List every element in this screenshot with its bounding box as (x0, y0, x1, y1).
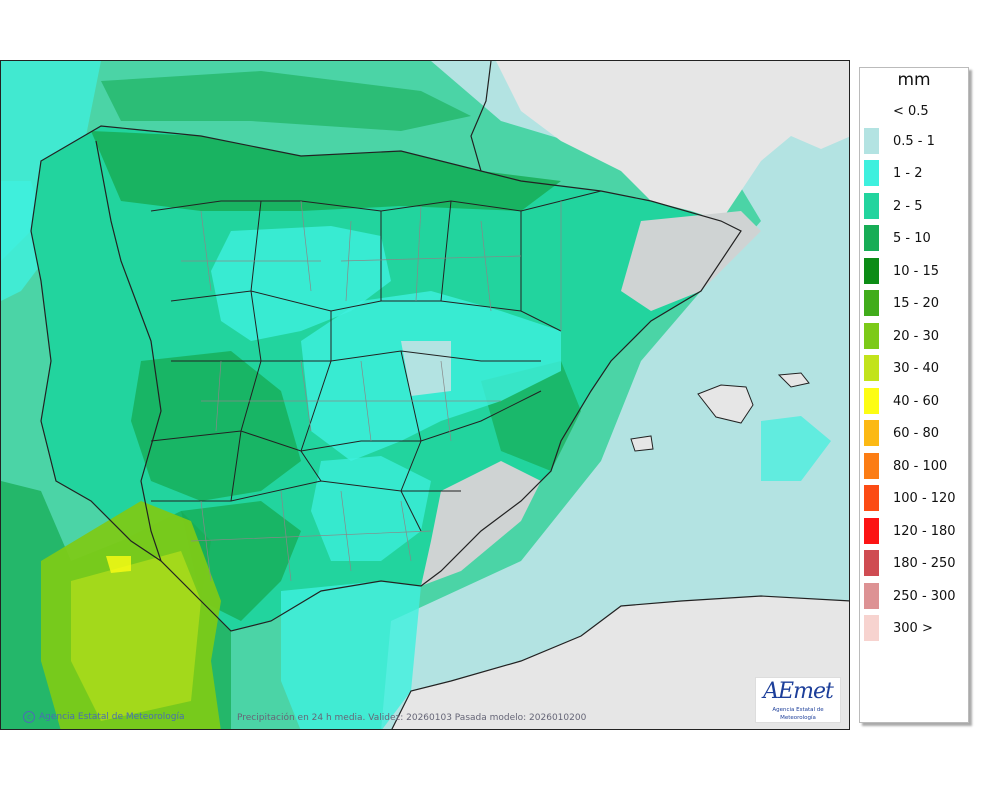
logo-wordmark: AEmet (763, 679, 834, 704)
legend-swatch (864, 160, 879, 186)
legend-item: 120 - 180 (864, 518, 968, 544)
dry-area-southeast (421, 461, 541, 586)
precip-band-west (131, 351, 301, 501)
mallorca (697, 384, 754, 424)
legend-swatch (864, 355, 879, 381)
province-border (181, 200, 562, 582)
menorca (777, 372, 810, 388)
precip-band-cantabric (101, 71, 471, 131)
legend-item: 30 - 40 (864, 355, 968, 381)
legend-item: 250 - 300 (864, 583, 968, 609)
france-land (496, 61, 849, 221)
legend-label: 40 - 60 (893, 393, 940, 409)
alboran-patch (281, 581, 421, 729)
logo-subtitle: Agencia Estatal de Meteorología (772, 707, 824, 721)
aemet-logo: AEmet Agencia Estatal de Meteorología (755, 677, 841, 723)
legend-swatch (864, 290, 879, 316)
legend-label: 60 - 80 (893, 425, 940, 441)
precip-band-north (91, 131, 561, 211)
copyright-text: Agencia Estatal de Meteorología (39, 712, 185, 722)
region-border (300, 311, 422, 532)
legend-label: 120 - 180 (893, 523, 956, 539)
legend-label: 5 - 10 (893, 230, 931, 246)
copyright-notice: c Agencia Estatal de Meteorología (23, 711, 185, 723)
france-border (470, 61, 492, 172)
precipitation-map: c Agencia Estatal de Meteorología Precip… (0, 60, 850, 730)
very-low-precip (401, 341, 451, 396)
africa-coast (391, 595, 849, 729)
legend-item: 180 - 250 (864, 550, 968, 576)
legend-label: 20 - 30 (893, 328, 940, 344)
legend-swatch (864, 388, 879, 414)
precip-area-max (71, 551, 201, 721)
legend-label: 1 - 2 (893, 165, 923, 181)
legend-item: 10 - 15 (864, 258, 968, 284)
legend-label: 15 - 20 (893, 295, 940, 311)
legend-swatch (864, 98, 879, 124)
low-precip-area (381, 61, 849, 729)
legend-swatch (864, 420, 879, 446)
legend-label: 2 - 5 (893, 198, 923, 214)
legend-swatch (864, 583, 879, 609)
dry-area-catalonia (621, 211, 761, 311)
coastline (30, 125, 742, 632)
legend-item: 60 - 80 (864, 420, 968, 446)
region-border (230, 200, 522, 502)
legend-swatch (864, 225, 879, 251)
legend-swatch (864, 485, 879, 511)
legend-item: 40 - 60 (864, 388, 968, 414)
legend-swatch (864, 193, 879, 219)
legend-label: 80 - 100 (893, 458, 948, 474)
legend-unit: mm (897, 70, 931, 90)
legend-swatch (864, 518, 879, 544)
legend-label: 250 - 300 (893, 588, 956, 604)
legend-label: 180 - 250 (893, 555, 956, 571)
legend-label: 10 - 15 (893, 263, 940, 279)
legend-label: 100 - 120 (893, 490, 956, 506)
sea-patch (761, 416, 831, 481)
legend-item: 0.5 - 1 (864, 128, 968, 154)
legend-swatch (864, 453, 879, 479)
precip-patch-high (106, 556, 131, 573)
legend-label: 0.5 - 1 (893, 133, 935, 149)
legend-swatch (864, 128, 879, 154)
africa-land (392, 596, 849, 729)
legend-item: 300 > (864, 615, 968, 641)
region-border (171, 350, 541, 362)
map-canvas (1, 61, 849, 729)
legend-panel: mm < 0.5 0.5 - 1 1 - 2 2 - 5 5 - 10 10 -… (859, 67, 969, 723)
legend-item: 5 - 10 (864, 225, 968, 251)
copyright-icon: c (23, 711, 35, 723)
legend-item: 2 - 5 (864, 193, 968, 219)
legend-swatch (864, 615, 879, 641)
legend-label: 300 > (893, 620, 933, 636)
legend-item: 15 - 20 (864, 290, 968, 316)
legend-item: 20 - 30 (864, 323, 968, 349)
legend-item: < 0.5 (864, 98, 968, 124)
legend-item: 1 - 2 (864, 160, 968, 186)
legend-item: 100 - 120 (864, 485, 968, 511)
legend-label: < 0.5 (893, 103, 929, 119)
legend-label: 30 - 40 (893, 360, 940, 376)
portugal-border (95, 140, 162, 562)
legend-swatch (864, 323, 879, 349)
legend-swatch (864, 258, 879, 284)
legend-item: 80 - 100 (864, 453, 968, 479)
map-caption: Precipitación en 24 h media. Validez: 20… (237, 713, 587, 723)
legend-swatch (864, 550, 879, 576)
ibiza (630, 435, 654, 452)
